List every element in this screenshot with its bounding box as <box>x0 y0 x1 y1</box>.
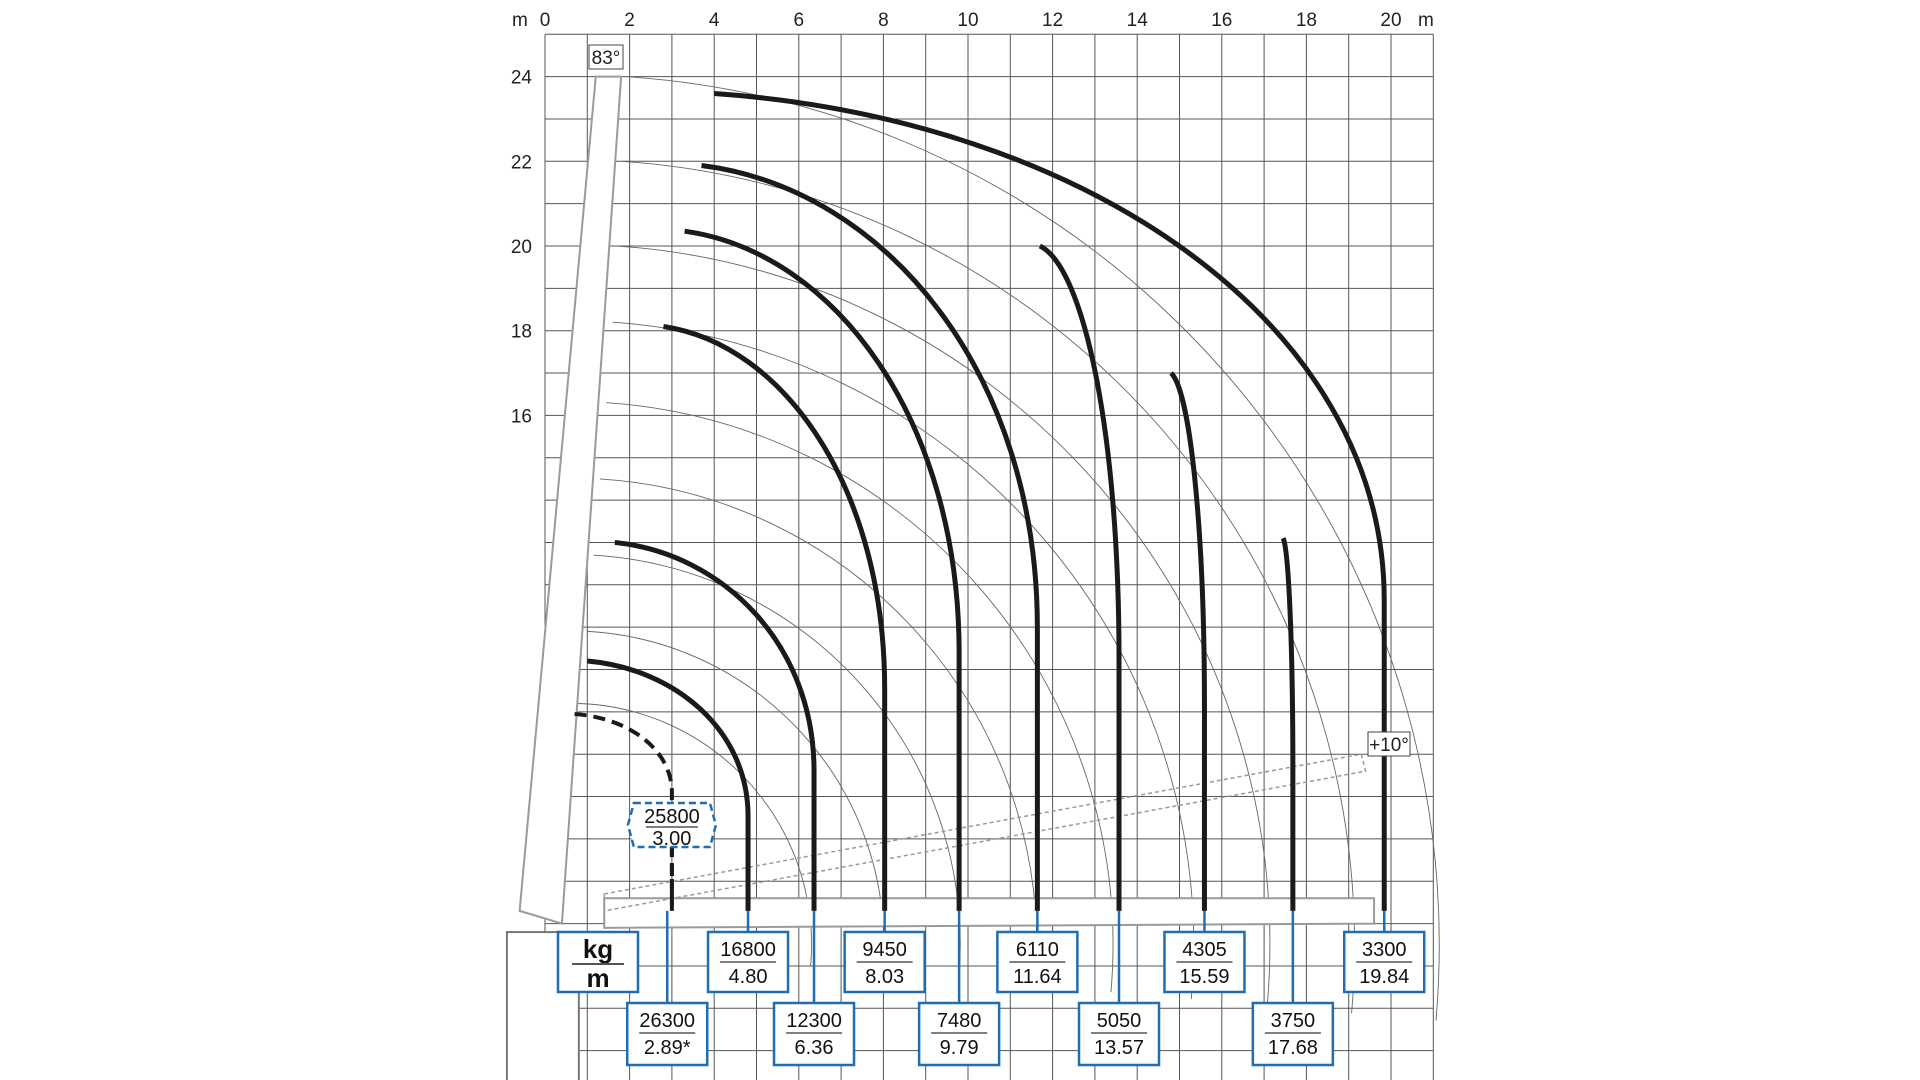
label-box <box>1251 1001 1335 1067</box>
boom-raised-10deg <box>603 753 1367 912</box>
label-box <box>917 1001 1001 1067</box>
load-curve <box>587 658 751 911</box>
load-kg: 25800 <box>644 806 700 828</box>
unit-kg: kg <box>583 934 613 964</box>
reach-m: 3.00 <box>652 828 691 850</box>
y-tick-label: 22 <box>511 152 532 173</box>
load-curve <box>574 711 674 911</box>
boom-tip-arc <box>616 245 1271 1006</box>
load-curve <box>714 91 1387 911</box>
load-curve <box>1038 243 1122 911</box>
x-tick-label: 16 <box>1211 10 1232 31</box>
x-tick-label: 6 <box>794 10 805 31</box>
load-curve <box>614 539 817 911</box>
boom-tip-arc <box>612 321 1195 1000</box>
load-curve <box>684 228 962 911</box>
load-kg: 9450 <box>862 939 907 961</box>
reach-m: 2.89* <box>644 1037 691 1059</box>
x-tick-label: 20 <box>1380 10 1401 31</box>
reach-m: 19.84 <box>1359 966 1409 988</box>
x-tick-label: 4 <box>709 10 720 31</box>
load-curve <box>1169 371 1207 911</box>
unit-legend: kg m <box>556 930 640 994</box>
unit-m: m <box>586 963 609 993</box>
load-kg: 4305 <box>1182 939 1227 961</box>
y-tick-label: 18 <box>511 322 532 343</box>
boom-tip-arcs <box>576 76 1440 1021</box>
load-kg: 3300 <box>1362 939 1407 961</box>
reach-m: 17.68 <box>1268 1037 1318 1059</box>
y-tick-label: 24 <box>511 68 533 89</box>
reach-m: 4.80 <box>729 966 768 988</box>
load-kg: 6110 <box>1016 939 1059 961</box>
boom-tip-arc <box>599 478 1038 986</box>
reach-m: 15.59 <box>1179 966 1229 988</box>
min-angle-label: +10° <box>1367 731 1411 757</box>
x-tick-label: 8 <box>878 10 889 31</box>
label-box-dashed <box>626 801 718 849</box>
boom-tip-arc <box>625 76 1440 1021</box>
boom-tip-arc <box>621 160 1356 1014</box>
load-kg: 5050 <box>1097 1010 1142 1032</box>
boom-vertical <box>518 75 623 925</box>
x-unit-label: m <box>512 10 528 31</box>
load-curves <box>574 91 1387 911</box>
x-tick-label: 10 <box>957 10 978 31</box>
reach-m: 11.64 <box>1013 966 1062 988</box>
load-kg: 7480 <box>937 1010 982 1032</box>
label-box <box>625 1001 709 1067</box>
x-tick-label: 18 <box>1296 10 1317 31</box>
load-kg: 12300 <box>786 1010 842 1032</box>
load-kg: 16800 <box>720 939 776 961</box>
max-angle-label: 83° <box>588 44 624 70</box>
boom-horizontal <box>603 897 1376 929</box>
load-curve <box>701 163 1040 911</box>
y-tick-label: 16 <box>511 406 532 427</box>
reach-m: 8.03 <box>865 966 904 988</box>
load-curve <box>1280 537 1296 911</box>
svg-text:+10°: +10° <box>1369 735 1409 756</box>
load-kg: 3750 <box>1271 1010 1316 1032</box>
reach-m: 13.57 <box>1094 1037 1144 1059</box>
label-box <box>772 1001 856 1067</box>
load-kg: 26300 <box>639 1010 695 1032</box>
reach-m: 6.36 <box>795 1037 834 1059</box>
x-tick-label: 0 <box>540 10 551 31</box>
crane-boom-drawing <box>505 75 1376 1080</box>
x-tick-label: 14 <box>1127 10 1149 31</box>
x-unit-label-right: m <box>1418 10 1434 31</box>
load-curve <box>663 323 888 911</box>
boom-tip-arc <box>606 402 1114 993</box>
reach-m: 9.79 <box>940 1037 979 1059</box>
y-tick-label: 20 <box>511 237 532 258</box>
svg-text:83°: 83° <box>592 48 621 69</box>
x-tick-label: 2 <box>624 10 635 31</box>
label-box <box>1077 1001 1161 1067</box>
x-tick-label: 12 <box>1042 10 1063 31</box>
boom-tip-arc <box>593 554 961 979</box>
